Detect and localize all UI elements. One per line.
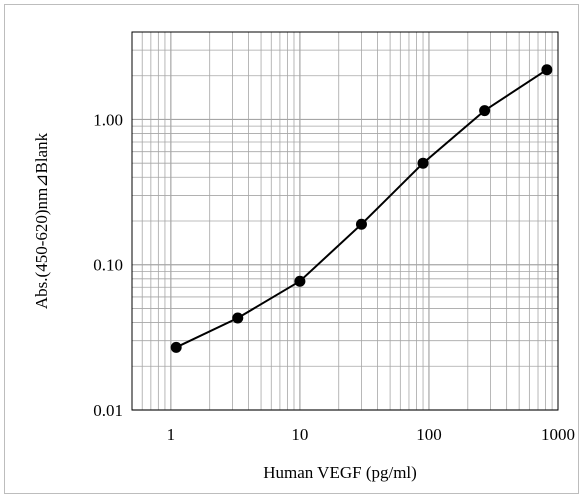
- y-tick-label: 1.00: [93, 110, 123, 129]
- series: [170, 64, 553, 353]
- data-point: [417, 157, 429, 169]
- data-point: [294, 275, 306, 287]
- data-point: [479, 105, 491, 117]
- data-point: [355, 218, 367, 230]
- data-point: [170, 341, 182, 353]
- y-axis-label: Abs.(450-620)nm⊿Blank: [32, 132, 51, 309]
- x-tick-label: 1000: [541, 425, 575, 444]
- y-tick-label: 0.01: [93, 401, 123, 420]
- data-point: [541, 64, 553, 76]
- y-axis-tick-labels: 0.01 0.10 1.00: [93, 110, 123, 420]
- x-tick-label: 1: [167, 425, 176, 444]
- chart-frame: [4, 4, 579, 494]
- grid: [131, 31, 558, 411]
- x-axis-label: Human VEGF (pg/ml): [263, 463, 417, 482]
- plot-area-border: [131, 31, 559, 411]
- x-tick-label: 100: [416, 425, 442, 444]
- y-tick-label: 0.10: [93, 256, 123, 275]
- x-axis-tick-labels: 1 10 100 1000: [167, 425, 575, 444]
- x-tick-label: 10: [291, 425, 308, 444]
- data-point: [232, 312, 244, 324]
